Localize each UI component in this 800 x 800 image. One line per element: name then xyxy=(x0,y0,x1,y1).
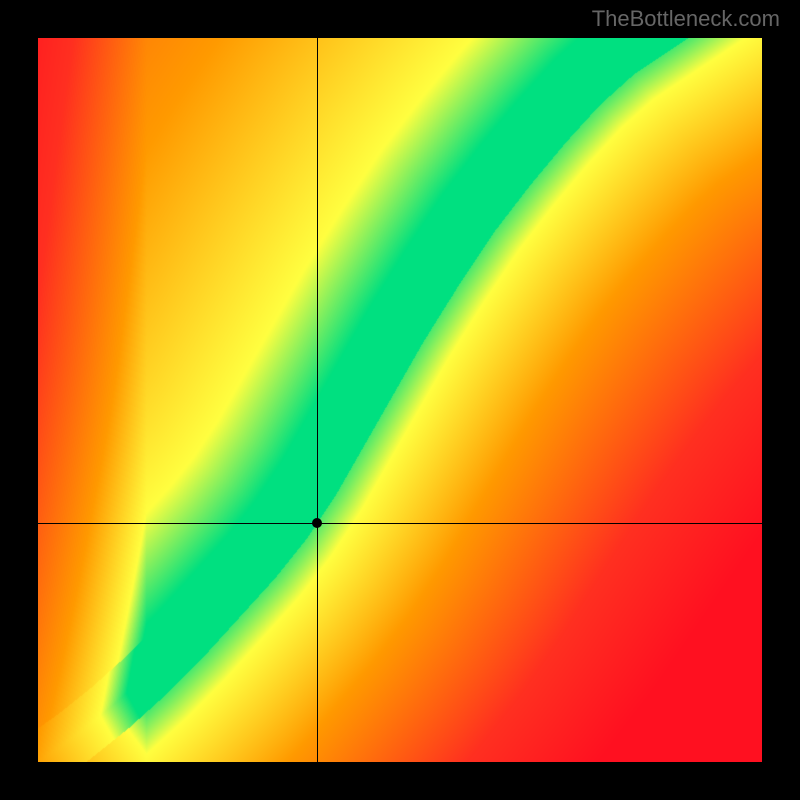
watermark-text: TheBottleneck.com xyxy=(592,6,780,32)
chart-container: TheBottleneck.com xyxy=(0,0,800,800)
crosshair-marker xyxy=(312,518,322,528)
heatmap-canvas xyxy=(38,38,762,762)
crosshair-vertical xyxy=(317,38,318,762)
crosshair-horizontal xyxy=(38,523,762,524)
plot-area xyxy=(38,38,762,762)
